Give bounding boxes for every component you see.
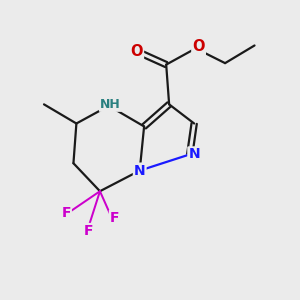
Text: N: N <box>188 147 200 161</box>
Text: F: F <box>83 224 93 238</box>
Text: F: F <box>110 211 119 225</box>
Text: N: N <box>134 164 146 178</box>
Text: O: O <box>192 39 205 54</box>
Text: NH: NH <box>100 98 121 111</box>
Text: O: O <box>130 44 143 59</box>
Text: F: F <box>61 206 71 220</box>
